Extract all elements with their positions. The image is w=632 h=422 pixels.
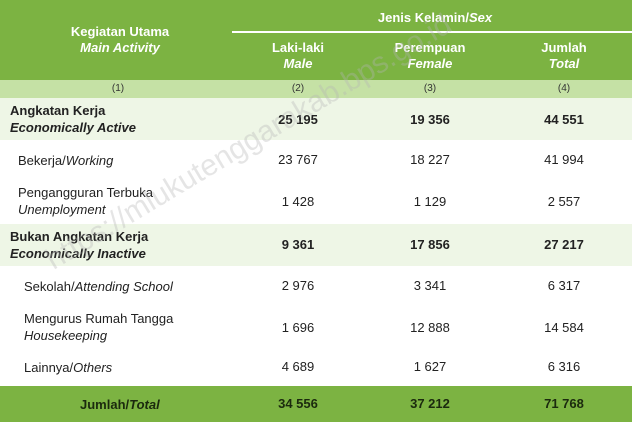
table-row: Sekolah/Attending School 2 976 3 341 6 3… — [24, 278, 581, 294]
group-band — [0, 98, 632, 140]
table-header: Kegiatan Utama Main Activity Jenis Kelam… — [0, 0, 632, 80]
total-row: Jumlah/Total 34 556 37 212 71 768 — [0, 386, 632, 422]
sex-header: Jenis Kelamin/Sex — [377, 10, 493, 25]
total-header: Jumlah Total — [541, 40, 587, 71]
table-row: Mengurus Rumah Tangga Housekeeping 1 696… — [24, 311, 584, 343]
group-band — [0, 224, 632, 266]
table-row: Angkatan Kerja Economically Active 25 19… — [10, 103, 584, 135]
table-row: Pengangguran Terbuka Unemployment 1 428 … — [18, 185, 581, 217]
col-number: (4) — [557, 83, 571, 94]
male-header: Laki-laki Male — [271, 40, 325, 71]
col-number: (1) — [111, 83, 125, 94]
col-number: (3) — [423, 83, 437, 94]
activity-header: Kegiatan Utama Main Activity — [70, 24, 170, 55]
col-number: (2) — [291, 83, 305, 94]
table-row: Lainnya/Others 4 689 1 627 6 316 — [24, 359, 581, 375]
column-number-row: (1) (2) (3) (4) — [0, 80, 632, 98]
table-row: Bekerja/Working 23 767 18 227 41 994 — [18, 152, 584, 168]
table-row: Bukan Angkatan Kerja Economically Inacti… — [10, 229, 584, 261]
header-divider — [232, 31, 632, 33]
female-header: Perempuan Female — [394, 40, 466, 71]
